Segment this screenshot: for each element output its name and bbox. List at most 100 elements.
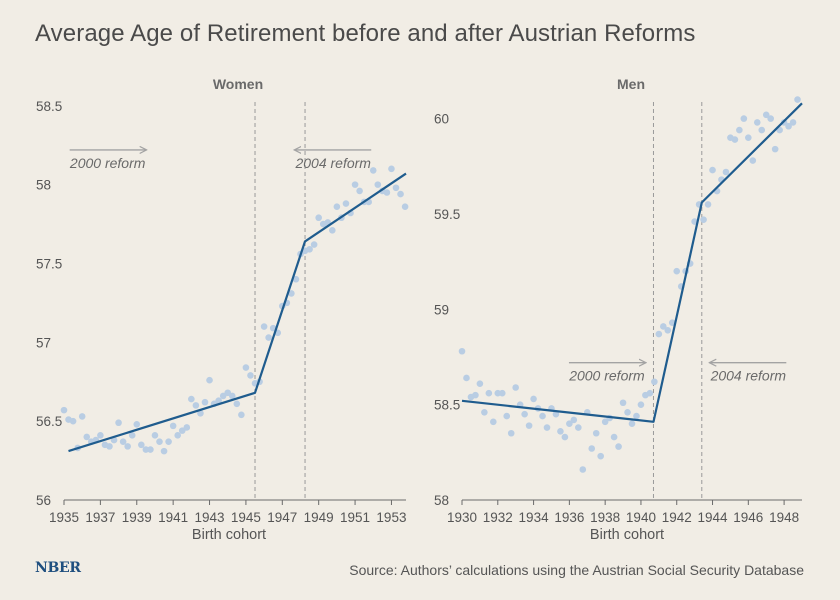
y-tick-label: 56 (36, 493, 51, 508)
data-point (704, 201, 712, 208)
data-point (731, 136, 739, 143)
data-point (592, 429, 600, 437)
data-point (570, 416, 578, 424)
data-point (588, 445, 596, 452)
y-tick-label: 58 (36, 178, 51, 193)
data-point (128, 432, 136, 439)
y-tick-label: 58.5 (434, 398, 460, 413)
data-point (749, 157, 757, 164)
panel-title: Men (617, 76, 645, 92)
data-point (201, 398, 209, 406)
y-tick-label: 57.5 (36, 256, 62, 271)
women-panel: Women 56 56.5 57 57.5 58 58.5 1935 1937 1939 1941 1… (36, 76, 409, 543)
y-tick-label: 57 (36, 335, 51, 350)
x-tick-label: 1930 (447, 510, 477, 525)
chart-title: Average Age of Retirement before and aft… (35, 20, 696, 47)
y-tick-label: 58.5 (36, 99, 62, 114)
data-point (673, 267, 681, 275)
data-point (722, 168, 730, 176)
data-point (481, 408, 488, 416)
y-tick-label: 59 (434, 302, 449, 317)
source-note: Source: Authors’ calculations using the … (349, 562, 804, 578)
data-point (60, 406, 68, 414)
fitted-trend-line (68, 172, 407, 453)
data-point (789, 119, 797, 126)
data-point (260, 323, 268, 330)
data-point (610, 433, 618, 441)
data-point (310, 241, 318, 248)
data-point (740, 115, 748, 122)
data-point (566, 420, 573, 428)
data-point (557, 428, 564, 435)
x-tick-label: 1942 (662, 510, 692, 525)
data-point (392, 184, 400, 192)
data-point (188, 395, 195, 403)
data-point (124, 443, 131, 450)
x-tick-label: 1947 (267, 510, 297, 525)
data-point (552, 410, 560, 418)
data-point (709, 166, 716, 174)
data-point (794, 96, 801, 103)
data-point (628, 420, 636, 428)
data-point (292, 275, 300, 283)
x-axis-label: Birth cohort (192, 527, 266, 543)
data-point (401, 203, 409, 210)
data-point (215, 397, 222, 404)
data-point (374, 181, 382, 188)
data-point (700, 216, 707, 223)
data-point (233, 400, 241, 408)
data-point (463, 374, 470, 382)
data-point (543, 424, 551, 431)
data-point (633, 412, 640, 420)
data-point (351, 181, 359, 188)
data-point (575, 424, 582, 431)
y-tick-label: 60 (434, 112, 449, 127)
data-point (597, 452, 604, 460)
data-point (228, 392, 236, 400)
data-point (151, 432, 159, 439)
data-point (646, 389, 654, 397)
x-tick-label: 1939 (122, 510, 152, 525)
y-tick-label: 58 (434, 493, 449, 508)
x-tick-label: 1953 (376, 510, 406, 525)
data-point (106, 443, 113, 450)
data-point (69, 417, 77, 425)
reform-annotation-label: 2004 reform (710, 368, 787, 384)
x-axis-label: Birth cohort (590, 527, 664, 543)
data-point (503, 412, 511, 420)
data-point (476, 380, 484, 387)
data-point (238, 411, 245, 419)
data-point (115, 419, 122, 427)
data-point (637, 401, 645, 408)
x-tick-label: 1938 (590, 510, 620, 525)
data-point (579, 466, 587, 473)
data-point (660, 323, 667, 330)
x-tick-label: 1946 (733, 510, 763, 525)
data-point (97, 432, 104, 439)
data-point (383, 189, 391, 196)
data-point (206, 376, 213, 384)
data-point (138, 441, 145, 449)
data-point (156, 438, 163, 445)
data-point (247, 372, 254, 379)
data-point (142, 446, 150, 453)
data-point (183, 424, 191, 431)
data-point (771, 145, 779, 153)
x-tick-label: 1948 (769, 510, 799, 525)
x-tick-label: 1949 (304, 510, 334, 525)
data-point (458, 347, 466, 355)
data-point (655, 330, 663, 338)
data-point (169, 422, 177, 430)
data-point (315, 214, 322, 222)
data-point (512, 384, 519, 391)
x-tick-label: 1940 (626, 510, 656, 525)
data-point (521, 410, 528, 418)
data-point (329, 227, 336, 234)
data-point (192, 402, 200, 409)
data-point (472, 391, 479, 399)
data-point (561, 433, 569, 441)
y-tick-label: 56.5 (36, 414, 62, 429)
data-point (265, 334, 272, 341)
data-point (160, 447, 168, 455)
